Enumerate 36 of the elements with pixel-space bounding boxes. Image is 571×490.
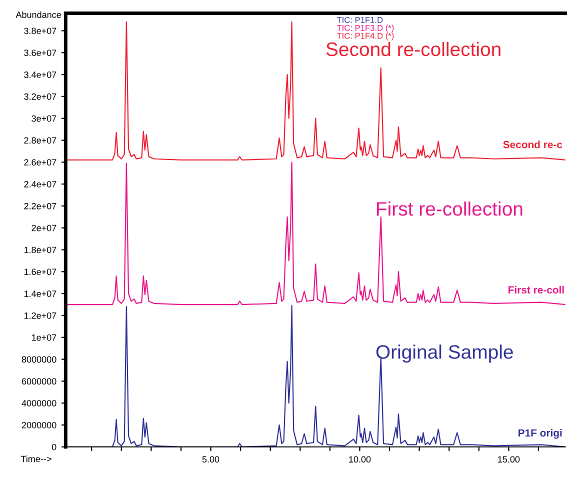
y-tick-label: 2.6e+07 xyxy=(24,159,56,166)
text: TIC: P1F4.D (*) xyxy=(336,32,394,40)
y-tick-label: 6000000 xyxy=(22,378,56,385)
y-tick-label: 2.8e+07 xyxy=(24,137,56,144)
y-tick-label: 3.2e+07 xyxy=(24,93,56,100)
line-series xyxy=(66,162,566,306)
annotation: First re-collection xyxy=(377,201,522,216)
y-tick-label: 1.2e+07 xyxy=(24,312,56,319)
y-tick-label: 1.4e+07 xyxy=(24,290,56,297)
y-tick-label: 2.4e+07 xyxy=(24,181,56,188)
y-tick-label: 1e+07 xyxy=(32,334,56,341)
annotation: P1F origi xyxy=(518,428,562,439)
y-tick-label: 1.8e+07 xyxy=(24,246,56,254)
x-tick-label: 10.00 xyxy=(349,456,371,463)
annotation: First re-coll xyxy=(508,286,564,294)
y-tick-label: 8000000 xyxy=(22,356,56,363)
y-tick-label: 3.6e+07 xyxy=(24,50,56,56)
x-tick-label: 15.00 xyxy=(498,456,520,463)
x-axis-title: Time--> xyxy=(20,456,52,462)
text: TIC: P1F3.D (*) xyxy=(336,24,394,32)
line-series xyxy=(66,21,566,161)
annotation: Original Sample xyxy=(376,344,513,363)
y-tick-label: 3.4e+07 xyxy=(24,72,56,78)
y-tick-label: 1.6e+07 xyxy=(24,268,56,276)
annotation: Second re-collection xyxy=(326,42,500,56)
y-tick-label: 3.8e+07 xyxy=(24,28,56,34)
y-tick-label: 4000000 xyxy=(22,400,56,406)
x-tick-label: 5.00 xyxy=(202,456,220,463)
y-tick-label: 2.2e+07 xyxy=(24,202,56,210)
y-axis-title: Abundance xyxy=(16,11,61,18)
y-tick-label: 2e+07 xyxy=(32,224,56,232)
y-tick-label: 2000000 xyxy=(22,422,56,428)
annotation: Second re-c xyxy=(503,140,562,148)
text: TIC: P1F1.D xyxy=(336,16,383,23)
y-tick-label: 0 xyxy=(52,444,56,450)
y-tick-label: 3e+07 xyxy=(32,115,56,122)
